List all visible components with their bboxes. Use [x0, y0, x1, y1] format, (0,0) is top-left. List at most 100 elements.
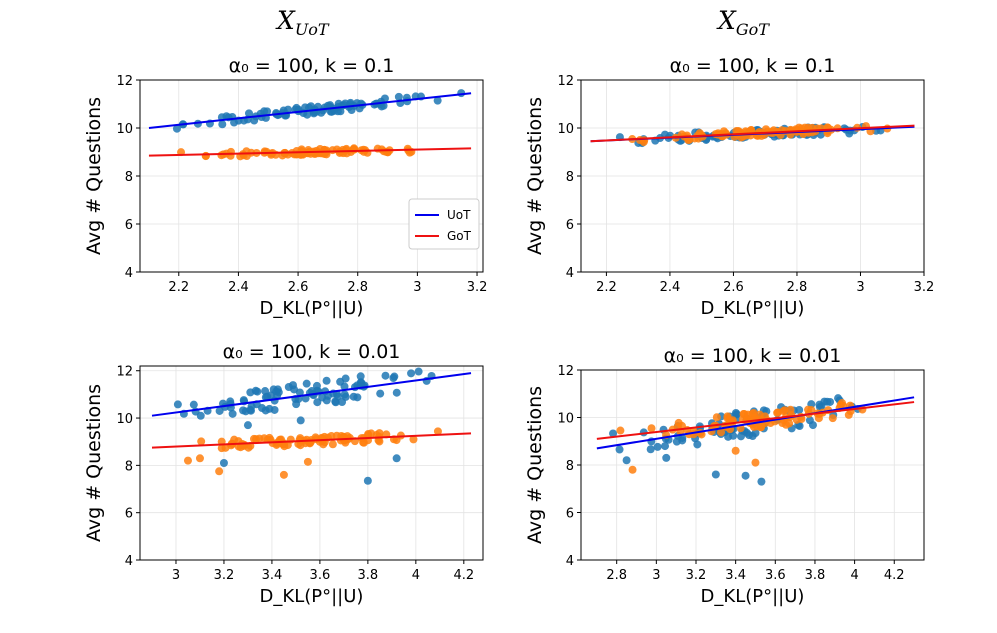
column-title-uot-sub: UoT [294, 20, 329, 39]
point-uot [189, 400, 198, 409]
legend-label-uot: UoT [447, 208, 471, 222]
chart-title: α₀ = 100, k = 0.01 [223, 341, 401, 363]
fit-line-uot [151, 372, 472, 417]
x-tick-label: 3.2 [467, 280, 488, 295]
x-tick-label: 3 [652, 568, 660, 583]
chart-title: α₀ = 100, k = 0.01 [664, 345, 842, 367]
point-uot [407, 369, 416, 378]
fit-line-got [596, 401, 915, 440]
x-tick-label: 3.8 [358, 568, 379, 583]
fit-line-uot [148, 92, 472, 129]
x-tick-label: 4.2 [453, 568, 474, 583]
column-title-uot-base: X [277, 6, 295, 35]
point-uot [751, 429, 760, 438]
x-tick-label: 2.8 [347, 280, 368, 295]
point-got [279, 470, 288, 479]
y-tick-label: 6 [566, 218, 574, 233]
point-uot [609, 429, 618, 438]
point-got [712, 413, 721, 422]
x-tick-label: 2.2 [168, 280, 189, 295]
x-tick-label: 2.6 [288, 280, 309, 295]
y-tick-label: 8 [125, 170, 133, 185]
point-uot [340, 382, 349, 391]
point-got [303, 457, 312, 466]
point-uot [744, 431, 753, 440]
point-uot [263, 107, 272, 116]
point-uot [380, 94, 389, 103]
x-tick-label: 3.4 [725, 568, 746, 583]
point-uot [250, 116, 259, 125]
x-tick-label: 3 [413, 280, 421, 295]
point-got [743, 410, 752, 419]
point-got [828, 414, 837, 423]
y-axis-label: Avg # Questions [524, 386, 546, 544]
y-tick-label: 12 [116, 365, 133, 380]
point-got [260, 434, 269, 443]
column-title-uot: XUoT [277, 6, 329, 39]
x-tick-label: 3.6 [765, 568, 786, 583]
point-uot [292, 103, 301, 112]
point-uot [173, 400, 182, 409]
legend-label-got: GoT [447, 229, 472, 243]
series-uot-points [173, 367, 436, 485]
x-tick-label: 4 [850, 568, 858, 583]
point-uot [615, 445, 624, 454]
point-got [773, 408, 782, 417]
point-got [197, 437, 206, 446]
y-tick-label: 12 [557, 364, 574, 379]
point-uot [711, 470, 720, 479]
x-tick-label: 3.6 [310, 568, 331, 583]
point-uot [389, 373, 398, 382]
point-got [684, 136, 693, 145]
chart-title: α₀ = 100, k = 0.1 [670, 55, 836, 77]
column-title-got-base: X [718, 6, 736, 35]
point-got [364, 430, 373, 439]
chart-title: α₀ = 100, k = 0.1 [229, 55, 395, 77]
point-uot [347, 106, 356, 115]
point-uot [261, 406, 270, 415]
column-title-got-sub: GoT [735, 20, 769, 39]
y-tick-label: 12 [557, 74, 574, 89]
point-got [616, 426, 625, 435]
y-tick-label: 4 [125, 554, 133, 569]
y-axis-label: Avg # Questions [83, 97, 105, 255]
fit-line-got [151, 432, 472, 449]
x-tick-label: 3.2 [214, 568, 235, 583]
point-uot [251, 386, 260, 395]
y-tick-label: 6 [125, 507, 133, 522]
x-tick-label: 3.2 [686, 568, 707, 583]
column-title-got: XGoT [718, 6, 769, 39]
y-tick-label: 4 [566, 554, 574, 569]
y-axis-label: Avg # Questions [524, 97, 546, 255]
point-uot [693, 440, 702, 449]
point-uot [414, 367, 423, 376]
x-tick-label: 3.8 [805, 568, 826, 583]
point-got [844, 410, 853, 419]
point-got [375, 437, 384, 446]
point-uot [661, 442, 670, 451]
x-tick-label: 2.8 [606, 568, 627, 583]
point-got [244, 443, 253, 452]
point-uot [196, 411, 205, 420]
point-uot [394, 92, 403, 101]
point-uot [653, 442, 662, 451]
y-axis-label: Avg # Questions [83, 384, 105, 542]
point-uot [741, 471, 750, 480]
point-uot [805, 416, 814, 425]
x-tick-label: 2.4 [660, 280, 681, 295]
point-got [433, 427, 442, 436]
y-tick-label: 4 [566, 266, 574, 281]
point-uot [757, 477, 766, 486]
point-uot [376, 389, 385, 398]
point-uot [218, 120, 227, 129]
x-tick-label: 3.2 [914, 280, 935, 295]
point-uot [228, 409, 237, 418]
x-tick-label: 4.2 [884, 568, 905, 583]
point-uot [261, 387, 270, 396]
plot-frame [139, 365, 484, 561]
point-uot [219, 459, 228, 467]
point-got [328, 440, 337, 449]
x-tick-label: 3.4 [262, 568, 283, 583]
